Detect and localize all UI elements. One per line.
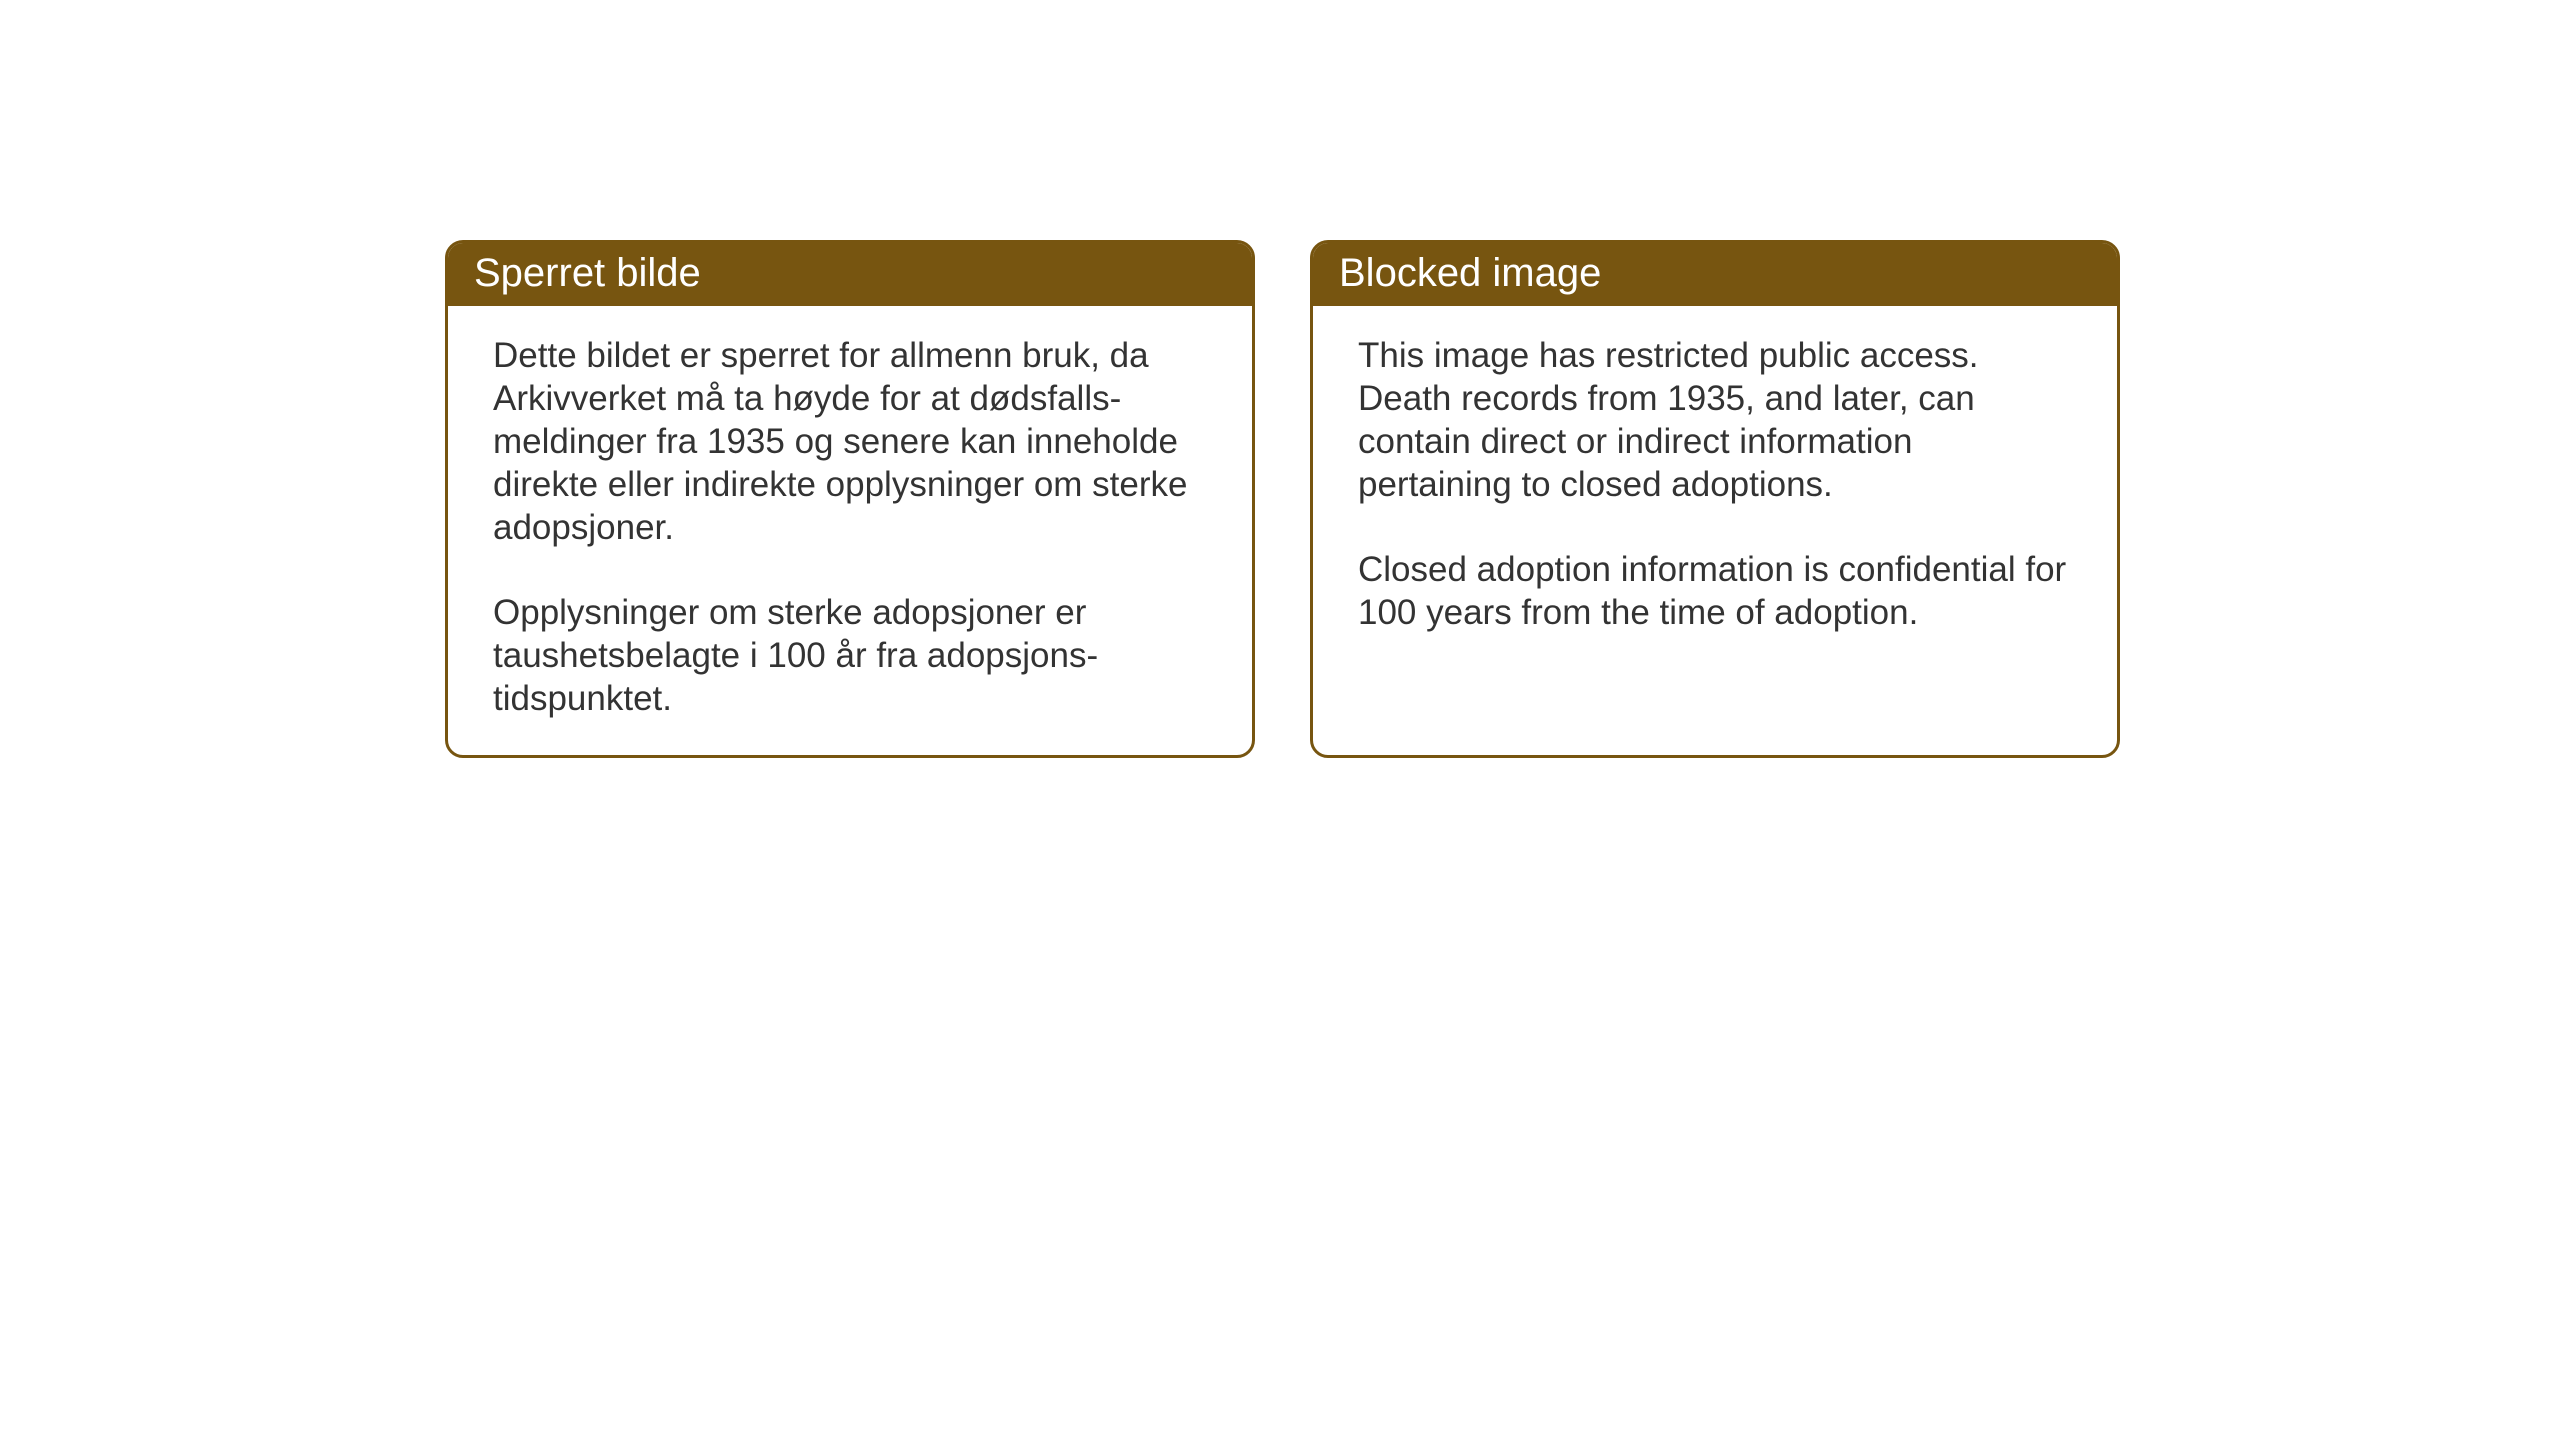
notice-title-english: Blocked image (1339, 251, 1601, 295)
notice-paragraph-2-norwegian: Opplysninger om sterke adopsjoner er tau… (493, 591, 1207, 720)
notice-paragraph-1-english: This image has restricted public access.… (1358, 334, 2072, 506)
notice-card-english: Blocked image This image has restricted … (1310, 240, 2120, 758)
notice-container: Sperret bilde Dette bildet er sperret fo… (445, 240, 2120, 758)
notice-paragraph-2-english: Closed adoption information is confident… (1358, 548, 2072, 634)
notice-title-norwegian: Sperret bilde (474, 251, 701, 295)
notice-header-english: Blocked image (1313, 243, 2117, 306)
notice-body-english: This image has restricted public access.… (1313, 306, 2117, 736)
notice-body-norwegian: Dette bildet er sperret for allmenn bruk… (448, 306, 1252, 755)
notice-header-norwegian: Sperret bilde (448, 243, 1252, 306)
notice-paragraph-1-norwegian: Dette bildet er sperret for allmenn bruk… (493, 334, 1207, 549)
notice-card-norwegian: Sperret bilde Dette bildet er sperret fo… (445, 240, 1255, 758)
